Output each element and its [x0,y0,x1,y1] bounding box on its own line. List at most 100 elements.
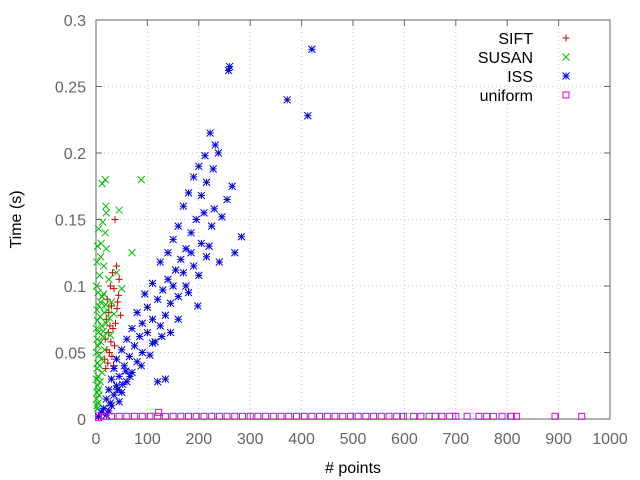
data-point-uniform [489,412,497,420]
data-point-iss [148,279,157,288]
data-point-sift [117,311,125,319]
data-point-iss [128,324,136,333]
data-point-uniform [185,412,193,420]
data-point-uniform [154,412,162,420]
data-point-iss [209,165,218,173]
data-point-iss [206,129,214,137]
x-axis-title: # points [325,460,381,477]
legend-label-sift: SIFT [498,31,533,48]
data-point-uniform [231,412,239,420]
data-point-susan [92,324,101,333]
data-point-uniform [138,412,146,420]
data-point-uniform [498,412,506,420]
data-point-susan [99,262,108,270]
data-point-sift [104,359,112,367]
data-point-uniform [417,412,425,420]
data-point-iss [187,228,195,237]
data-point-uniform [131,412,139,420]
data-point-susan [96,338,105,346]
data-point-iss [211,141,220,149]
data-point-susan [99,290,108,298]
data-point-susan [92,395,101,403]
data-point-iss [122,335,131,344]
data-point-susan [137,175,146,184]
data-point-iss [237,232,246,241]
data-point-susan [106,331,115,340]
data-point-iss [158,286,167,294]
x-tick-label: 0 [92,431,101,448]
data-point-uniform [292,412,300,420]
data-point-iss [210,205,219,213]
data-point-iss [143,328,152,337]
data-point-iss [169,282,177,290]
y-tick-label: 0.1 [64,279,86,296]
data-point-iss [189,173,198,181]
data-point-iss [164,275,172,284]
data-point-iss [115,372,123,381]
data-point-uniform [431,412,439,420]
y-tick-label: 0 [77,412,86,429]
data-point-uniform [177,412,185,420]
data-point-uniform [475,412,483,420]
data-point-iss [120,361,129,370]
y-tick-label: 0.25 [55,80,86,97]
data-point-uniform [393,412,401,420]
data-point-sift [111,216,119,223]
data-point-uniform [123,412,131,420]
x-tick-label: 800 [494,431,521,448]
data-point-uniform [483,412,491,420]
data-point-iss [200,208,208,217]
data-point-uniform [300,412,308,420]
data-point-iss [171,266,180,274]
data-point-uniform [223,412,231,420]
data-point-uniform [331,412,339,420]
data-point-uniform [100,412,108,420]
data-point-uniform [339,412,347,420]
legend-label-uniform: uniform [480,88,533,105]
data-point-susan [98,179,107,188]
data-point-susan [95,391,103,399]
data-point-iss [133,308,141,317]
data-point-iss [104,385,113,394]
data-point-iss [148,315,157,324]
data-point-iss [176,255,185,264]
data-point-iss [194,271,203,280]
data-point-susan [128,248,136,257]
data-point-iss [106,399,115,407]
data-point-uniform [192,412,200,420]
data-points [92,45,586,422]
x-tick-label: 200 [185,431,212,448]
data-point-uniform [269,412,277,420]
data-point-iss [283,95,292,104]
data-point-iss [117,345,126,354]
x-tick-label: 100 [134,431,161,448]
data-point-susan [93,364,101,373]
data-point-susan [93,401,101,410]
legend-label-iss: ISS [507,69,533,86]
data-point-susan [93,258,101,266]
data-point-iss [223,195,231,204]
legend: SIFT SUSAN ISS uniform [478,31,570,105]
data-point-iss [184,288,193,297]
data-point-iss [218,212,226,221]
data-point-sift [102,364,110,372]
data-point-uniform [346,412,354,420]
data-point-iss [138,348,147,357]
data-point-susan [98,218,107,227]
data-point-iss [179,202,188,211]
data-point-susan [115,206,123,215]
x-tick-label: 500 [340,431,367,448]
data-point-iss [189,262,198,270]
data-point-susan [117,284,126,293]
data-point-iss [156,322,165,330]
data-point-iss [112,355,121,364]
data-point-iss [140,290,149,298]
data-point-iss [201,151,209,160]
data-point-uniform [238,412,246,420]
data-point-uniform [507,412,515,420]
data-point-sift [108,269,116,277]
data-point-susan [102,319,111,328]
data-point-iss [182,244,190,253]
data-point-iss [166,299,175,308]
